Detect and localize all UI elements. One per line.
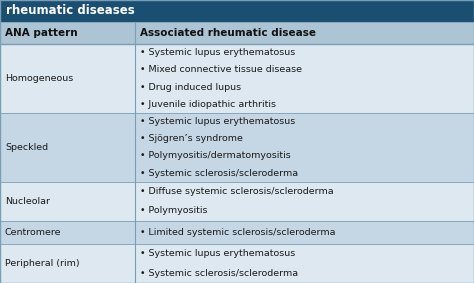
Text: • Sjögren’s syndrome: • Sjögren’s syndrome	[140, 134, 243, 143]
Bar	[0, 44, 474, 113]
Bar	[0, 22, 474, 44]
Text: rheumatic diseases: rheumatic diseases	[6, 5, 135, 18]
Text: Centromere: Centromere	[5, 228, 62, 237]
Text: Associated rheumatic disease: Associated rheumatic disease	[140, 28, 316, 38]
Text: • Polymyositis/dermatomyositis: • Polymyositis/dermatomyositis	[140, 151, 291, 160]
Bar	[0, 113, 474, 182]
Text: • Diffuse systemic sclerosis/scleroderma: • Diffuse systemic sclerosis/scleroderma	[140, 187, 334, 196]
Text: ANA pattern: ANA pattern	[5, 28, 78, 38]
Bar	[0, 244, 474, 283]
Text: • Systemic lupus erythematosus: • Systemic lupus erythematosus	[140, 249, 295, 258]
Bar	[0, 182, 474, 220]
Text: Speckled: Speckled	[5, 143, 48, 152]
Text: Nucleolar: Nucleolar	[5, 197, 50, 206]
Text: • Limited systemic sclerosis/scleroderma: • Limited systemic sclerosis/scleroderma	[140, 228, 336, 237]
Text: Homogeneous: Homogeneous	[5, 74, 73, 83]
Text: Peripheral (rim): Peripheral (rim)	[5, 259, 80, 268]
Text: • Systemic lupus erythematosus: • Systemic lupus erythematosus	[140, 117, 295, 126]
Text: • Systemic sclerosis/scleroderma: • Systemic sclerosis/scleroderma	[140, 169, 298, 178]
Text: • Drug induced lupus: • Drug induced lupus	[140, 83, 241, 92]
Text: • Polymyositis: • Polymyositis	[140, 206, 208, 215]
Text: • Mixed connective tissue disease: • Mixed connective tissue disease	[140, 65, 302, 74]
Text: • Systemic sclerosis/scleroderma: • Systemic sclerosis/scleroderma	[140, 269, 298, 278]
Text: • Juvenile idiopathic arthritis: • Juvenile idiopathic arthritis	[140, 100, 276, 109]
Bar	[0, 220, 474, 244]
Bar	[0, 0, 474, 22]
Text: • Systemic lupus erythematosus: • Systemic lupus erythematosus	[140, 48, 295, 57]
